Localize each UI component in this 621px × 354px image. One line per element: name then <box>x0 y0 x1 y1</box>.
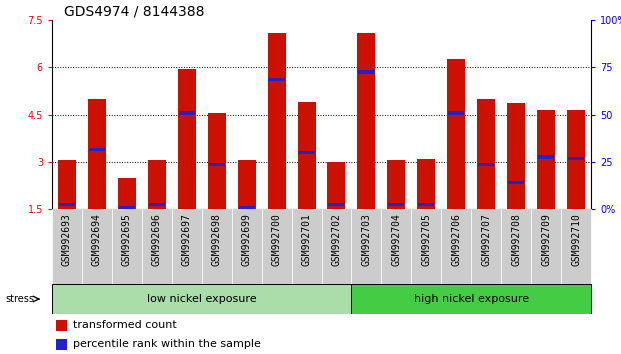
Bar <box>59 203 75 206</box>
Bar <box>178 69 196 209</box>
Bar <box>291 209 322 284</box>
Bar <box>207 113 225 209</box>
Text: low nickel exposure: low nickel exposure <box>147 294 256 304</box>
Bar <box>261 209 291 284</box>
Bar <box>52 209 82 284</box>
Bar <box>268 78 284 81</box>
Bar <box>142 209 172 284</box>
Bar <box>238 206 255 209</box>
Bar <box>531 209 561 284</box>
Text: GSM992707: GSM992707 <box>481 213 491 266</box>
Text: GSM992710: GSM992710 <box>571 213 581 266</box>
Bar <box>56 339 67 350</box>
Bar <box>508 181 524 184</box>
Bar <box>388 203 404 206</box>
Bar <box>322 209 351 284</box>
Text: GSM992698: GSM992698 <box>212 213 222 266</box>
Bar <box>561 209 591 284</box>
Text: GSM992700: GSM992700 <box>271 213 281 266</box>
Bar <box>148 203 165 206</box>
Bar <box>118 177 136 209</box>
Text: percentile rank within the sample: percentile rank within the sample <box>73 339 261 349</box>
Bar <box>89 148 105 151</box>
Bar <box>56 320 67 331</box>
Text: GSM992699: GSM992699 <box>242 213 252 266</box>
Bar <box>232 209 261 284</box>
Bar <box>119 206 135 209</box>
Text: GSM992697: GSM992697 <box>182 213 192 266</box>
Bar <box>88 99 106 209</box>
Text: transformed count: transformed count <box>73 320 177 330</box>
Text: GSM992706: GSM992706 <box>451 213 461 266</box>
Text: GSM992703: GSM992703 <box>361 213 371 266</box>
Text: GSM992704: GSM992704 <box>391 213 401 266</box>
Text: GSM992702: GSM992702 <box>332 213 342 266</box>
Bar <box>52 284 351 314</box>
Bar <box>238 160 256 209</box>
Bar <box>202 209 232 284</box>
Bar <box>351 284 591 314</box>
Bar <box>358 33 376 209</box>
Bar <box>567 110 585 209</box>
Bar <box>411 209 442 284</box>
Text: GSM992695: GSM992695 <box>122 213 132 266</box>
Text: GSM992693: GSM992693 <box>62 213 72 266</box>
Bar <box>112 209 142 284</box>
Bar <box>388 160 406 209</box>
Bar <box>447 59 465 209</box>
Bar <box>478 163 494 166</box>
Text: GSM992705: GSM992705 <box>421 213 432 266</box>
Bar <box>82 209 112 284</box>
Bar <box>58 160 76 209</box>
Text: GSM992694: GSM992694 <box>92 213 102 266</box>
Text: GSM992709: GSM992709 <box>541 213 551 266</box>
Text: GSM992708: GSM992708 <box>511 213 521 266</box>
Bar <box>418 203 435 206</box>
Bar <box>501 209 531 284</box>
Bar <box>351 209 381 284</box>
Bar <box>297 102 315 209</box>
Bar <box>471 209 501 284</box>
Bar <box>568 157 584 160</box>
Bar <box>358 70 374 74</box>
Bar <box>299 151 315 154</box>
Bar <box>209 163 225 166</box>
Bar <box>538 155 554 159</box>
Bar <box>537 110 555 209</box>
Bar <box>329 203 345 206</box>
Bar <box>477 99 495 209</box>
Bar <box>448 112 465 114</box>
Bar <box>381 209 411 284</box>
Bar <box>327 162 345 209</box>
Text: stress: stress <box>5 294 34 304</box>
Bar <box>148 160 166 209</box>
Bar <box>507 103 525 209</box>
Bar <box>172 209 202 284</box>
Text: high nickel exposure: high nickel exposure <box>414 294 529 304</box>
Text: GDS4974 / 8144388: GDS4974 / 8144388 <box>65 4 205 18</box>
Bar <box>268 33 286 209</box>
Bar <box>417 159 435 209</box>
Bar <box>442 209 471 284</box>
Text: GSM992696: GSM992696 <box>152 213 162 266</box>
Text: GSM992701: GSM992701 <box>302 213 312 266</box>
Bar <box>179 112 195 114</box>
